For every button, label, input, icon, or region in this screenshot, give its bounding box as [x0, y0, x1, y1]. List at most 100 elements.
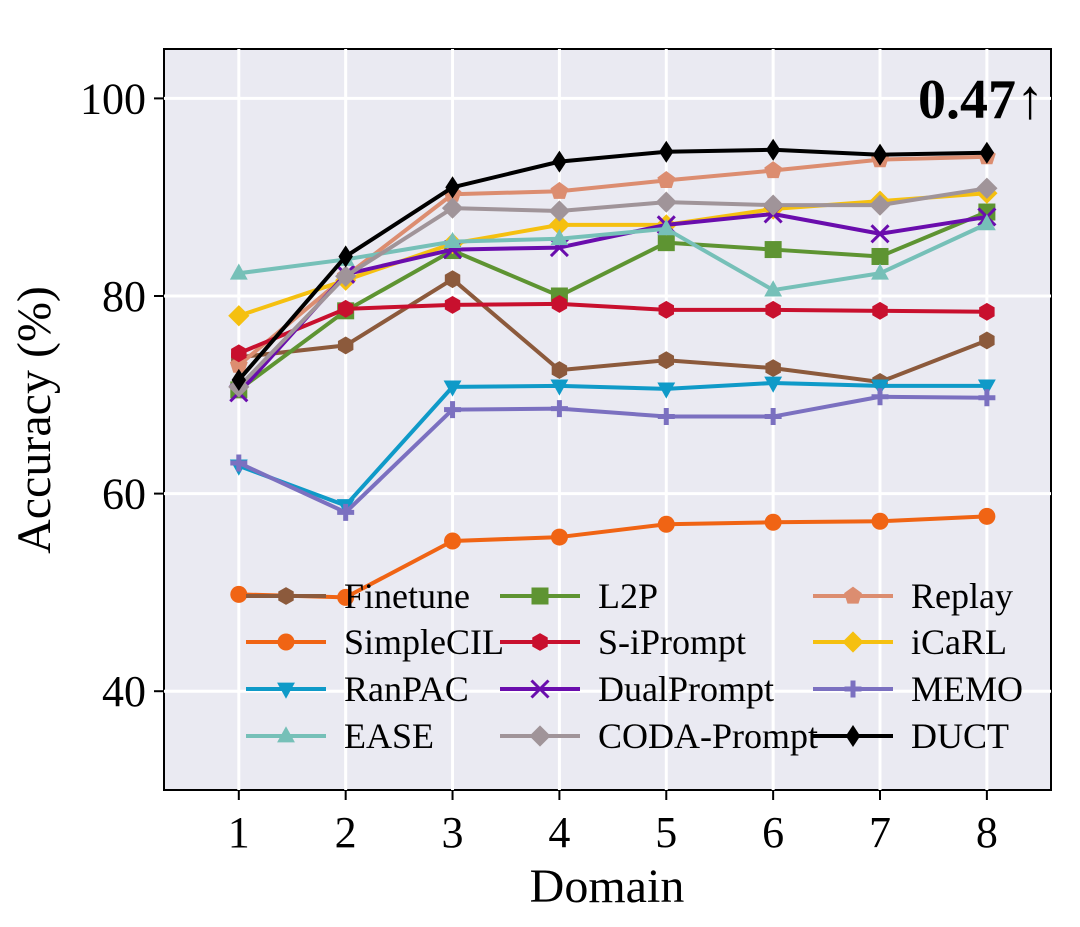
y-tick-label: 40	[102, 667, 146, 716]
legend-marker-coda-prompt	[529, 725, 551, 747]
ease-point	[443, 231, 462, 249]
coda-prompt-point	[976, 177, 998, 199]
duct-point	[338, 245, 353, 268]
legend-item-s-iprompt: S-iPrompt	[500, 622, 746, 662]
legend-item-l2p: L2P	[500, 576, 658, 616]
l2p-line	[237, 210, 988, 392]
simplecil-point	[764, 513, 782, 531]
legend-item-simplecil: SimpleCIL	[246, 622, 504, 662]
icarl-point	[548, 214, 571, 236]
coda-prompt-point	[548, 200, 571, 222]
icarl-line	[238, 191, 988, 318]
duct-point	[872, 143, 888, 166]
legend-label-memo: MEMO	[911, 669, 1023, 709]
memo-point	[337, 503, 355, 521]
finetune-point	[337, 336, 354, 355]
ease-point	[977, 214, 996, 231]
simplecil-point	[337, 588, 355, 606]
memo-point	[444, 401, 462, 419]
s-iprompt-point	[765, 300, 781, 319]
memo-line	[237, 394, 987, 515]
duct-point	[979, 141, 995, 164]
coda-prompt-point	[762, 194, 784, 216]
legend-item-dualprompt: DualPrompt	[500, 669, 774, 709]
s-iprompt-point	[979, 302, 995, 321]
legend-marker-ranpac	[277, 682, 295, 699]
legend-label-ease: EASE	[344, 716, 434, 756]
l2p-point	[871, 247, 889, 265]
legend-item-duct: DUCT	[813, 716, 1009, 756]
legend-label-icarl: iCaRL	[911, 622, 1007, 662]
legend-label-replay: Replay	[911, 576, 1013, 616]
y-tick-label: 60	[102, 470, 146, 519]
ranpac-point	[871, 379, 889, 396]
series-simplecil	[230, 507, 996, 606]
legend-label-s-iprompt: S-iPrompt	[598, 622, 746, 662]
coda-prompt-line	[237, 186, 988, 389]
s-iprompt-point	[444, 295, 461, 314]
ranpac-point	[443, 380, 462, 397]
legend-label-duct: DUCT	[911, 716, 1009, 756]
s-iprompt-line	[238, 301, 987, 356]
ranpac-point	[977, 379, 996, 396]
legend-marker-icarl	[842, 631, 864, 653]
x-tick-label: 5	[655, 808, 677, 857]
finetune-point	[979, 331, 995, 350]
ease-point	[657, 219, 676, 236]
x-tick-label: 4	[548, 808, 570, 857]
improvement-annotation: 0.47↑	[918, 69, 1044, 131]
s-iprompt-point	[337, 299, 354, 318]
ranpac-point	[764, 376, 783, 393]
legend-label-dualprompt: DualPrompt	[598, 669, 774, 709]
legend-marker-replay	[844, 586, 862, 604]
duct-line	[237, 147, 987, 382]
s-iprompt-point	[231, 344, 247, 363]
legend-marker-memo	[844, 680, 862, 698]
legend-item-memo: MEMO	[813, 669, 1023, 709]
coda-prompt-point	[655, 191, 677, 213]
legend-marker-simplecil	[277, 633, 295, 651]
simplecil-point	[978, 507, 996, 525]
dualprompt-point	[870, 224, 890, 244]
simplecil-point	[657, 515, 675, 533]
legend-marker-l2p	[531, 587, 549, 605]
l2p-point	[764, 241, 782, 259]
legend-label-finetune: Finetune	[344, 576, 470, 616]
legend-item-icarl: iCaRL	[813, 622, 1007, 662]
legend-item-replay: Replay	[813, 576, 1013, 616]
x-axis-title: Domain	[530, 860, 685, 913]
l2p-point	[657, 234, 675, 252]
ranpac-point	[657, 382, 676, 399]
x-tick-label: 7	[869, 808, 891, 857]
duct-point	[231, 368, 247, 392]
replay-point	[550, 181, 569, 199]
icarl-point	[228, 305, 250, 327]
ease-point	[229, 263, 248, 280]
legend-item-ease: EASE	[246, 716, 434, 756]
series-coda-prompt	[228, 177, 998, 398]
series-duct	[231, 138, 995, 392]
duct-point	[659, 140, 674, 163]
ease-point	[764, 280, 783, 297]
replay-point	[229, 355, 248, 373]
legend-label-l2p: L2P	[598, 576, 658, 616]
legend-marker-duct	[845, 724, 861, 748]
x-tick-label: 6	[762, 808, 784, 857]
y-tick-label: 80	[102, 272, 146, 321]
memo-point	[978, 389, 996, 407]
dualprompt-line	[237, 211, 988, 395]
duct-point	[445, 176, 460, 199]
finetune-point	[444, 270, 461, 289]
legend-item-ranpac: RanPAC	[246, 669, 469, 709]
s-iprompt-point	[658, 300, 675, 319]
legend-marker-dualprompt	[530, 679, 550, 699]
ease-point	[550, 228, 569, 246]
memo-point	[550, 400, 568, 418]
finetune-point	[765, 359, 781, 378]
legend-marker-ease	[277, 726, 295, 743]
legend-item-finetune: Finetune	[246, 576, 470, 616]
duct-point	[765, 138, 781, 161]
ease-point	[871, 263, 889, 280]
finetune-point	[551, 361, 568, 380]
